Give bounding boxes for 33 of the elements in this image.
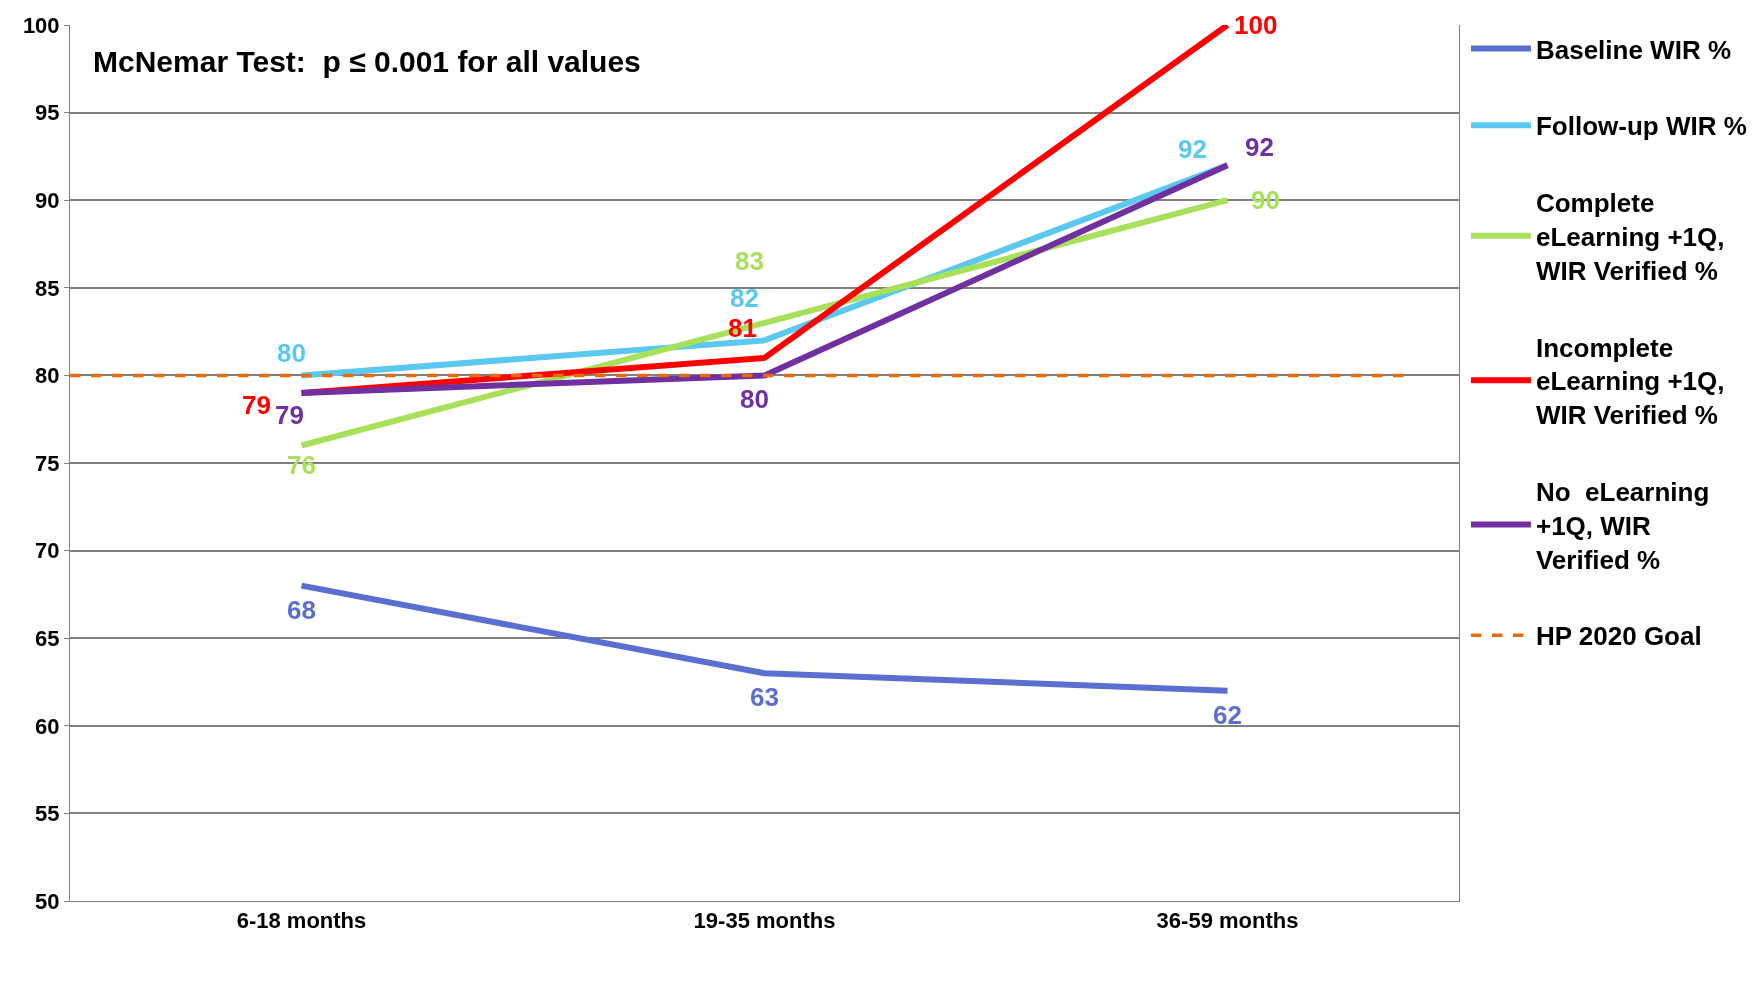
- y-tick-label: 65: [35, 625, 60, 651]
- legend-label: Complete eLearning +1Q, WIR Verified %: [1535, 188, 1725, 286]
- data-label: 83: [735, 246, 764, 276]
- x-tick-label: 6-18 months: [236, 908, 367, 934]
- data-label: 80: [277, 338, 306, 368]
- annotation: McNemar Test: p ≤ 0.001 for all values: [93, 45, 641, 78]
- y-tick-label: 55: [35, 801, 60, 827]
- y-tick-label: 50: [35, 888, 60, 914]
- y-tick-label: 100: [22, 12, 60, 38]
- data-label: 80: [740, 384, 769, 414]
- data-label: 79: [242, 390, 271, 420]
- x-tick-label: 19-35 months: [693, 908, 836, 934]
- data-label: 92: [1245, 132, 1274, 162]
- data-label: 92: [1178, 134, 1207, 164]
- y-tick-label: 85: [35, 275, 60, 301]
- y-tick-label: 80: [35, 363, 60, 389]
- y-tick-label: 90: [35, 187, 60, 213]
- data-label: 63: [750, 682, 779, 712]
- legend-label: Incomplete eLearning +1Q, WIR Verified %: [1535, 332, 1725, 431]
- x-tick-label: 36-59 months: [1156, 908, 1299, 934]
- data-label: 100: [1234, 10, 1278, 40]
- legend-label: Baseline WIR %: [1535, 34, 1732, 65]
- legend-label: Follow-up WIR %: [1535, 111, 1747, 142]
- data-label: 82: [730, 283, 759, 313]
- y-tick-label: 75: [35, 450, 60, 476]
- data-label: 68: [287, 595, 316, 625]
- legend-label: No eLearning +1Q, WIR Verified %: [1535, 476, 1710, 575]
- y-tick-label: 95: [35, 100, 60, 126]
- data-label: 62: [1213, 700, 1242, 730]
- data-label: 79: [275, 400, 304, 430]
- y-tick-label: 60: [35, 713, 60, 739]
- y-tick-label: 70: [35, 538, 60, 564]
- legend-label: HP 2020 Goal: [1535, 621, 1702, 652]
